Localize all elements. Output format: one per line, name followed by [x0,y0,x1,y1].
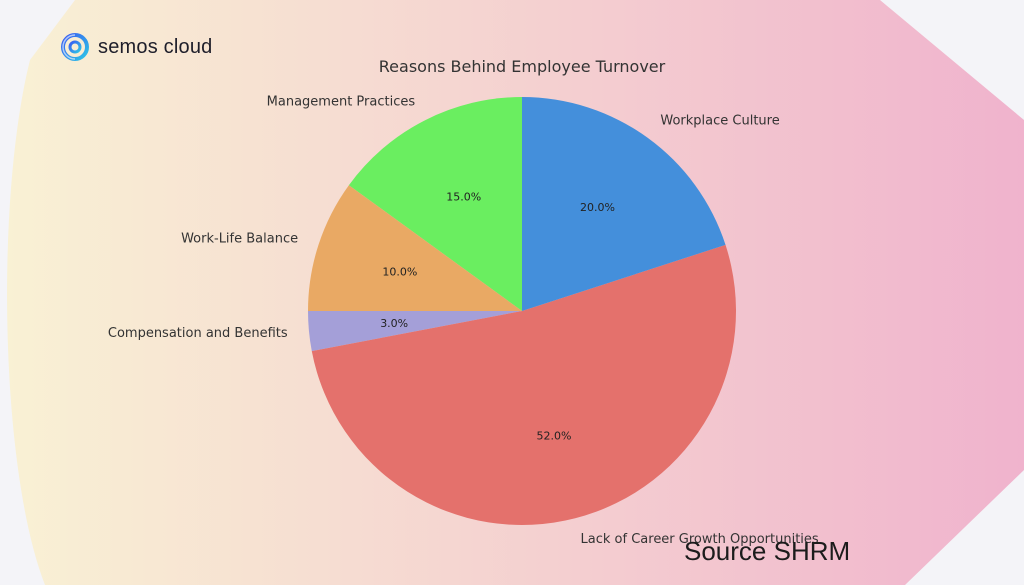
pie-slice-management-practices [348,97,522,311]
pie-pct-label-management-practices: 15.0% [446,191,481,204]
pie-pct-label-compensation-and-benefits: 3.0% [380,317,408,330]
source-note: Source SHRM [684,536,851,566]
semos-cloud-logo-icon [61,33,89,61]
pie-category-label-lack-of-career-growth-opportunities: Lack of Career Growth Opportunities [581,532,819,547]
brand: semos cloud [60,32,212,62]
pie-slice-lack-of-career-growth-opportunities [311,244,737,525]
pie-pct-label-work-life-balance: 10.0% [382,265,417,278]
chart-title: Reasons Behind Employee Turnover [379,57,666,76]
pie-slice-work-life-balance [308,185,522,311]
pie-category-label-work-life-balance: Work-Life Balance [181,231,298,246]
pie-category-label-management-practices: Management Practices [267,94,416,109]
pie-category-label-compensation-and-benefits: Compensation and Benefits [108,326,288,341]
pie-slice-compensation-and-benefits [308,311,522,352]
pie-chart: 15.0% Management Practices 10.0% Work-Life … [108,94,819,547]
pie-pct-label-workplace-culture: 20.0% [580,201,615,214]
pie-category-label-workplace-culture: Workplace Culture [660,114,779,129]
pie-pct-label-lack-of-career-growth-opportunities: 52.0% [536,429,571,442]
brand-name: semos cloud [98,35,213,58]
pie-slice-workplace-culture [522,97,726,311]
